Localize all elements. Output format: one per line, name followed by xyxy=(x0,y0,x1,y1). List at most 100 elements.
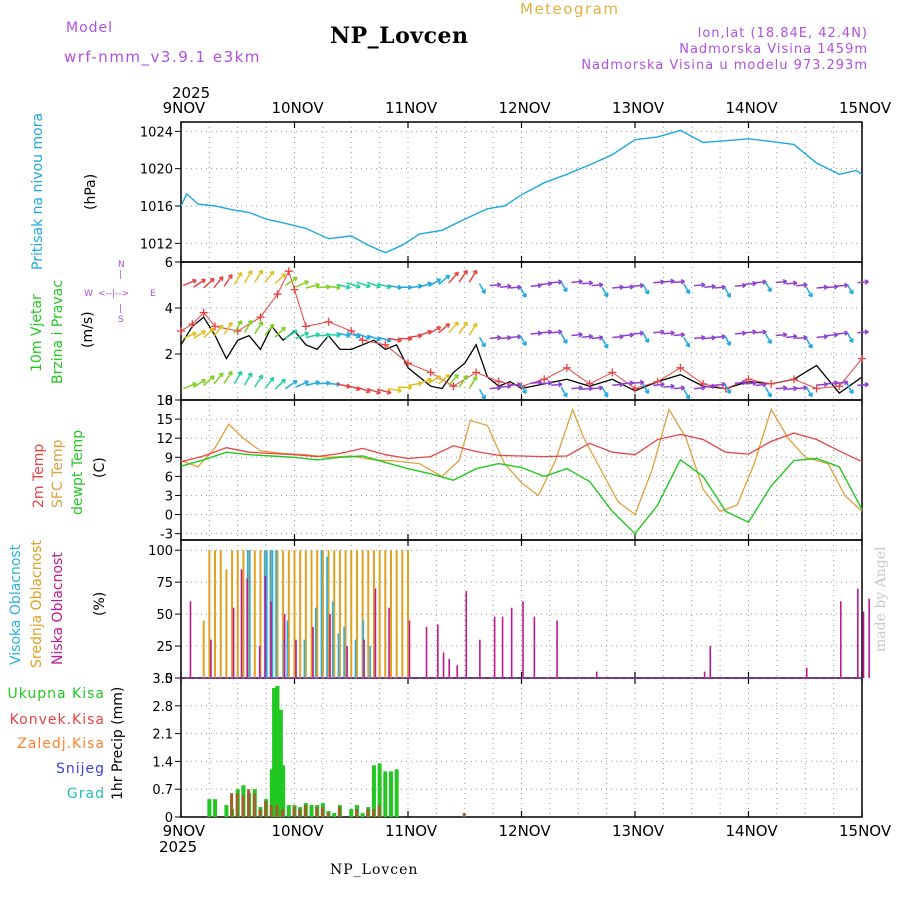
wind-arrow xyxy=(223,274,233,287)
wind-arrow-head xyxy=(670,330,675,336)
wind-arrow xyxy=(458,375,468,388)
wind-arrow xyxy=(233,371,243,385)
model-name: wrf-nmm_v3.9.1 e3km xyxy=(64,48,261,66)
day-label: 10NOV xyxy=(271,99,324,117)
wind-arrow-head xyxy=(201,330,206,335)
wind-arrow xyxy=(519,287,527,298)
wind-arrow-head xyxy=(269,376,275,382)
wind-arrow-head xyxy=(537,379,542,386)
wind-arrow-head xyxy=(792,280,798,286)
model-altitude-label: Nadmorska Visina u modelu 973.293m xyxy=(581,58,868,73)
wind-arrow-head xyxy=(463,269,468,275)
wind-arrow xyxy=(356,281,371,288)
precip-total-bar xyxy=(332,813,337,817)
cloud-ytick-label: 75 xyxy=(156,576,173,591)
wind-arrow-head xyxy=(547,380,553,386)
wind-arrow xyxy=(622,382,634,385)
wind-arrow-head xyxy=(522,293,527,298)
temp-ytick-label: 0 xyxy=(165,509,173,524)
wind-arrow xyxy=(295,380,309,388)
wind-arrow-head xyxy=(848,338,854,343)
wind-arrow xyxy=(193,278,206,288)
wind-arrow xyxy=(295,332,309,340)
wind-arrow xyxy=(826,333,838,337)
wind-arrow xyxy=(540,331,552,334)
precip-ytick-label: 2.1 xyxy=(152,728,173,743)
wind-arrow xyxy=(428,375,441,384)
wind-arrow xyxy=(316,334,331,337)
day-label: 11NOV xyxy=(385,99,438,117)
wind-arrow xyxy=(346,384,361,391)
wind-arrow xyxy=(836,332,849,335)
wind-arrow xyxy=(489,336,501,340)
wind-arrow xyxy=(193,379,206,388)
wind-arrow xyxy=(213,372,224,385)
wind-arrow-head xyxy=(247,372,253,378)
precip-conv-bar xyxy=(241,795,245,817)
wind-arrow-head xyxy=(522,389,527,394)
wind-arrow-head xyxy=(355,283,361,289)
wind-arrow xyxy=(417,378,432,385)
wind-arrow xyxy=(478,283,486,294)
wind-arrow-head xyxy=(644,338,650,343)
precip-ytick-label: 3.5 xyxy=(152,672,173,687)
wind-arrow xyxy=(734,332,746,335)
wind-arrow-head xyxy=(680,332,685,338)
precip-conv-bar xyxy=(326,813,330,817)
wind-arrow xyxy=(591,283,603,287)
wind-arrow-head xyxy=(762,381,767,388)
wind-arrow xyxy=(755,281,767,284)
precip-total-bar xyxy=(383,771,388,817)
precip-conv-bar xyxy=(264,801,268,817)
wind-arrow-head xyxy=(685,394,691,400)
wind-arrow xyxy=(805,286,813,298)
precip-conv-bar xyxy=(281,809,285,817)
wind-arrow-head xyxy=(192,278,197,284)
wind-arrow xyxy=(663,332,675,335)
wind-arrow xyxy=(581,282,593,285)
wind-arrow-head xyxy=(472,269,478,275)
wind-arrow-head xyxy=(258,374,264,380)
wind-arrow-head xyxy=(660,329,665,335)
day-label: 9NOV xyxy=(162,822,206,840)
wind-arrow-head xyxy=(436,375,442,381)
wind-arrow xyxy=(846,283,854,295)
wind-arrow-head xyxy=(562,287,568,293)
wind-arrow-head xyxy=(603,292,609,298)
wind-arrow-head xyxy=(782,385,788,391)
legend-total-rain: Ukupna Kisa xyxy=(7,686,105,702)
wind-arrow xyxy=(182,332,197,340)
wind-arrow xyxy=(601,338,609,349)
day-label: 13NOV xyxy=(612,822,665,840)
wind-arrow xyxy=(601,386,609,398)
wind-arrow-head xyxy=(506,283,512,290)
wind-arrow-head xyxy=(247,270,253,275)
wind-arrow xyxy=(326,285,341,289)
wind-arrow xyxy=(530,332,542,335)
wind-arrow-head xyxy=(227,321,233,327)
wind-arrow xyxy=(673,386,685,390)
wind-arrow xyxy=(764,281,772,292)
precip-conv-bar xyxy=(303,805,307,817)
wind-arrow-head xyxy=(463,321,468,327)
wind-arrow xyxy=(612,286,624,289)
wind-arrow-head xyxy=(386,389,392,395)
precip-conv-bar xyxy=(462,813,466,817)
wind-arrow xyxy=(724,335,731,346)
wind-arrow xyxy=(254,374,263,388)
wind-arrow xyxy=(530,284,542,288)
compass-hline: <--|--> xyxy=(98,289,130,299)
product-title: Meteogram xyxy=(520,0,620,18)
wind-arrow xyxy=(734,381,746,384)
wind-arrow xyxy=(346,282,361,288)
precip-total-bar xyxy=(272,687,277,817)
wind-arrow-head xyxy=(237,370,243,376)
compass-s: S xyxy=(118,315,124,325)
wind-arrow-head xyxy=(782,279,788,285)
wind-arrow xyxy=(714,286,726,289)
wind-arrow xyxy=(377,336,392,342)
precip-conv-bar xyxy=(366,809,370,817)
wind-arrow-head xyxy=(726,293,731,298)
wind-arrow-head xyxy=(366,283,371,289)
wind-arrow xyxy=(254,321,263,334)
